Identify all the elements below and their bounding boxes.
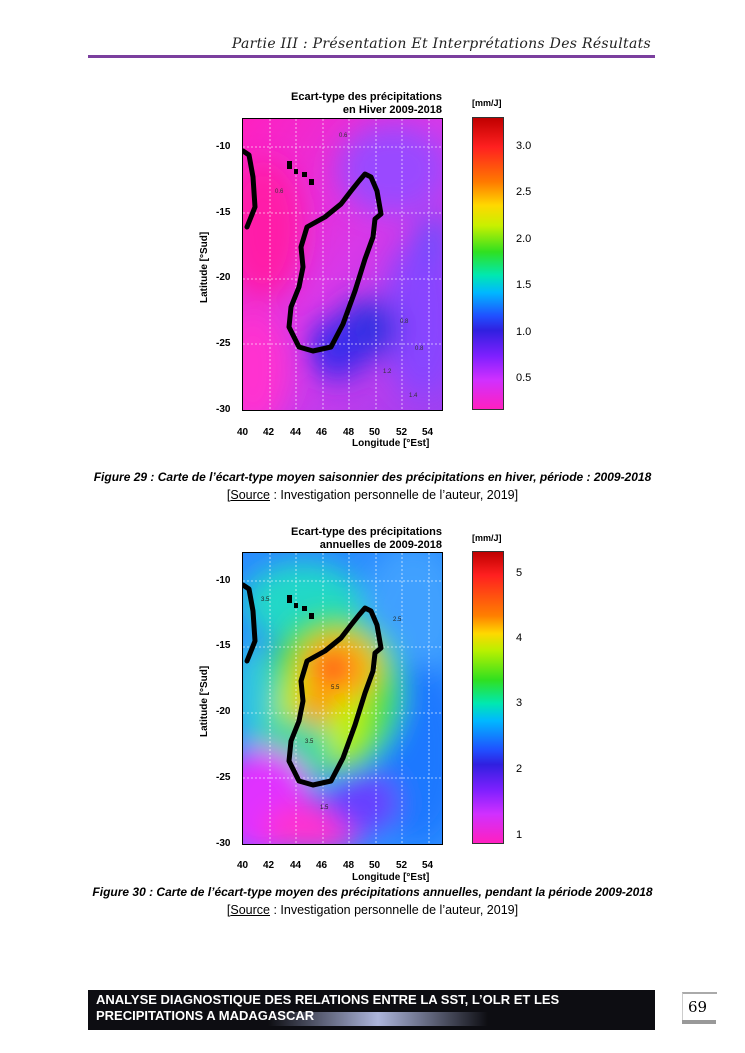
figure29-cbar-tick: 2.0 xyxy=(516,233,532,245)
figure29-unit-label: [mm/J] xyxy=(472,98,502,108)
figure30-cbar-tick: 3 xyxy=(516,697,523,709)
figure30-ytick: -30 xyxy=(216,838,231,849)
figure30-xtick: 54 xyxy=(422,860,434,871)
page-number: 69 xyxy=(688,998,708,1016)
figure30-ytick: -10 xyxy=(216,575,231,586)
svg-text:2.5: 2.5 xyxy=(393,617,402,623)
footer-line-2: PRECIPITATIONS A MADAGASCAR xyxy=(96,1008,315,1023)
figure29-source-word: Source xyxy=(230,488,270,502)
figure30-unit-label: [mm/J] xyxy=(472,533,502,543)
svg-text:5.5: 5.5 xyxy=(331,685,340,691)
figure29-xtick: 40 xyxy=(237,427,249,438)
figure30-cbar-tick: 2 xyxy=(516,763,523,775)
footer-banner: ANALYSE DIAGNOSTIQUE DES RELATIONS ENTRE… xyxy=(88,990,655,1030)
svg-text:1.4: 1.4 xyxy=(409,393,418,399)
figure30-xtick: 44 xyxy=(290,860,302,871)
figure29-map-svg: 0.6 0.8 0.8 1.2 1.4 0.6 xyxy=(243,119,442,410)
figure29-ytick: -20 xyxy=(216,272,231,283)
svg-text:3.5: 3.5 xyxy=(305,739,314,745)
footer-glow-decoration xyxy=(268,1012,488,1026)
figure30-xtick: 52 xyxy=(396,860,408,871)
figure30-caption: Figure 30 : Carte de l’écart-type moyen … xyxy=(0,885,745,899)
figure29-xtick: 44 xyxy=(290,427,302,438)
header-rule xyxy=(88,55,655,58)
figure29-cbar-tick: 1.0 xyxy=(516,326,532,338)
figure29-caption: Figure 29 : Carte de l’écart-type moyen … xyxy=(0,470,745,484)
figure29-xtick: 48 xyxy=(343,427,355,438)
figure30-cbar-tick: 5 xyxy=(516,567,523,579)
footer-text: ANALYSE DIAGNOSTIQUE DES RELATIONS ENTRE… xyxy=(96,992,559,1024)
figure29-ylabel: Latitude [°Sud] xyxy=(199,231,210,303)
figure29-xtick: 52 xyxy=(396,427,408,438)
figure30-xlabel: Longitude [°Est] xyxy=(352,872,430,883)
figure30-caption-text: Figure 30 : Carte de l’écart-type moyen … xyxy=(92,885,653,899)
svg-text:0.6: 0.6 xyxy=(339,133,348,139)
figure30-map-plot: 3.5 2.5 3.5 1.5 5.5 xyxy=(242,552,443,845)
figure29-colorbar xyxy=(472,117,504,410)
figure29-map-plot: 0.6 0.8 0.8 1.2 1.4 0.6 xyxy=(242,118,443,411)
figure30-colorbar xyxy=(472,551,504,844)
figure30-ytick: -15 xyxy=(216,640,231,651)
figure30-ytick: -25 xyxy=(216,772,231,783)
figure29-ytick: -30 xyxy=(216,404,231,415)
figure29-cbar-tick: 3.0 xyxy=(516,140,532,152)
figure29-source-rest: : Investigation personnelle de l’auteur,… xyxy=(270,488,519,502)
figure30-source: [Source : Investigation personnelle de l… xyxy=(0,903,745,917)
figure30-xtick: 48 xyxy=(343,860,355,871)
figure29-cbar-tick: 1.5 xyxy=(516,279,532,291)
figure29-cbar-tick: 2.5 xyxy=(516,186,532,198)
figure30-xtick: 40 xyxy=(237,860,249,871)
figure30-source-word: Source xyxy=(230,903,270,917)
figure29-source: [Source : Investigation personnelle de l… xyxy=(0,488,745,502)
figure30-map-title: Ecart-type des précipitations annuelles … xyxy=(291,526,442,551)
page-header-title: Partie III : Présentation Et Interprétat… xyxy=(231,36,651,52)
figure30-cbar-tick: 4 xyxy=(516,632,523,644)
svg-text:1.5: 1.5 xyxy=(320,805,329,811)
svg-text:0.8: 0.8 xyxy=(415,346,424,352)
figure29-xtick: 42 xyxy=(263,427,275,438)
svg-text:3.5: 3.5 xyxy=(261,597,270,603)
figure30-source-rest: : Investigation personnelle de l’auteur,… xyxy=(270,903,519,917)
figure29-xtick: 54 xyxy=(422,427,434,438)
footer-line-1: ANALYSE DIAGNOSTIQUE DES RELATIONS ENTRE… xyxy=(96,992,560,1007)
figure30-xtick: 46 xyxy=(316,860,328,871)
figure30-map-svg: 3.5 2.5 3.5 1.5 5.5 xyxy=(243,553,442,844)
figure29-source-open: [ xyxy=(226,488,231,502)
svg-text:1.2: 1.2 xyxy=(383,369,392,375)
figure30-xtick: 42 xyxy=(263,860,275,871)
svg-text:0.8: 0.8 xyxy=(400,319,409,325)
figure29-xtick: 46 xyxy=(316,427,328,438)
figure29-xlabel: Longitude [°Est] xyxy=(352,438,430,449)
figure30-cbar-tick: 1 xyxy=(516,829,523,841)
figure29-ytick: -25 xyxy=(216,338,231,349)
figure29-ytick: -10 xyxy=(216,141,231,152)
page-number-rule xyxy=(682,1020,716,1024)
figure29-caption-text: Figure 29 : Carte de l’écart-type moyen … xyxy=(93,470,652,484)
figure29-map-title: Ecart-type des précipitations en Hiver 2… xyxy=(291,91,442,116)
figure30-ylabel: Latitude [°Sud] xyxy=(199,665,210,737)
figure30-ytick: -20 xyxy=(216,706,231,717)
figure30-xtick: 50 xyxy=(369,860,381,871)
figure29-xtick: 50 xyxy=(369,427,381,438)
page-number-frame xyxy=(682,992,717,1024)
svg-text:0.6: 0.6 xyxy=(275,189,284,195)
figure30-source-open: [ xyxy=(226,903,231,917)
figure29-cbar-tick: 0.5 xyxy=(516,372,532,384)
figure29-ytick: -15 xyxy=(216,207,231,218)
